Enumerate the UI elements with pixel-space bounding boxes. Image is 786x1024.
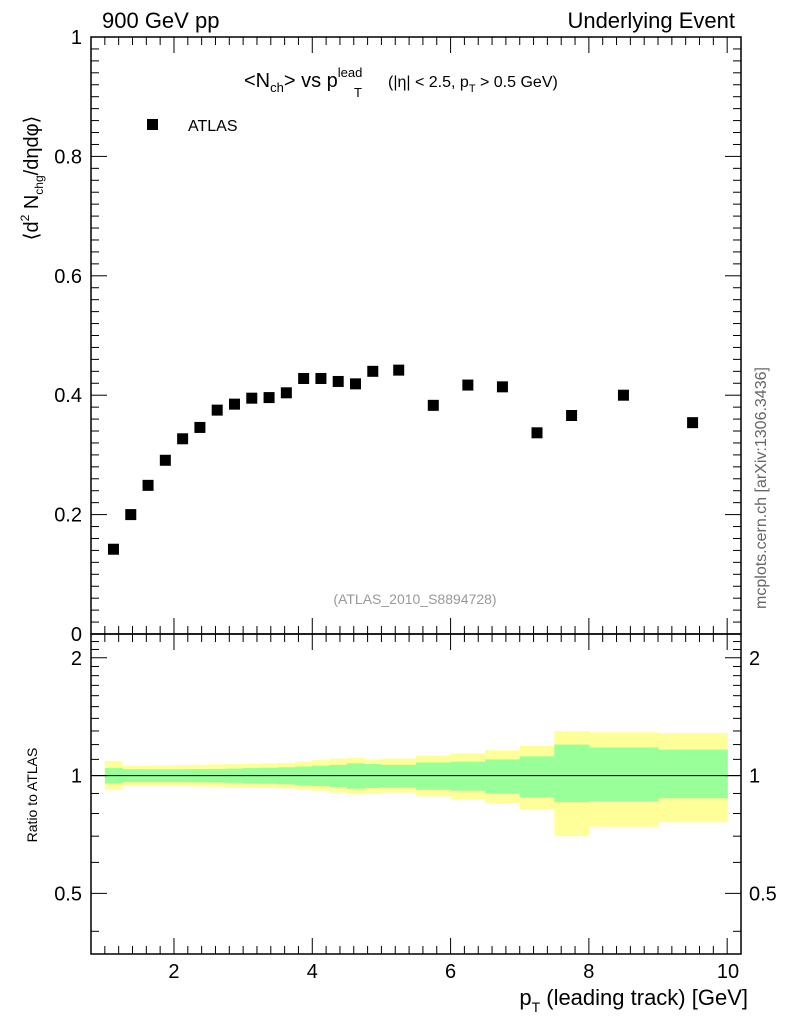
band-stat-bin bbox=[519, 756, 555, 798]
data-point bbox=[125, 509, 137, 521]
plot-title-mid: > vs p bbox=[284, 70, 338, 92]
ylabel-sub: chg bbox=[32, 175, 46, 194]
data-point bbox=[531, 427, 543, 439]
main-ytick-label: 0 bbox=[71, 624, 82, 646]
data-point bbox=[159, 454, 171, 466]
band-stat-bin bbox=[554, 744, 590, 803]
header-right: Underlying Event bbox=[567, 8, 735, 33]
xtick-label: 10 bbox=[717, 961, 739, 983]
data-point bbox=[263, 392, 275, 404]
xtick-label: 6 bbox=[445, 961, 456, 983]
main-ytick-label: 0.2 bbox=[54, 505, 82, 527]
legend-marker bbox=[147, 119, 158, 130]
main-points bbox=[107, 364, 699, 555]
data-point bbox=[142, 479, 154, 491]
data-point bbox=[427, 399, 439, 411]
band-stat-bin bbox=[485, 759, 521, 794]
tick-labels: 0 0.2 0.4 0.6 0.8 1 0.5 0.5 1 1 2 2 2 4 6 8 10 bbox=[54, 27, 777, 983]
data-point bbox=[687, 417, 699, 429]
main-ylabel: ⟨d2 Nchg/dηdφ⟩ bbox=[18, 116, 46, 241]
plot-title-cuts-a: (|η| < 2.5, p bbox=[388, 74, 469, 91]
analysis-watermark: (ATLAS_2010_S8894728) bbox=[333, 591, 496, 607]
data-point bbox=[194, 421, 206, 433]
data-point bbox=[246, 392, 258, 404]
ratio-ylabel: Ratio to ATLAS bbox=[24, 748, 40, 843]
ylabel-rest: /dηdφ⟩ bbox=[21, 116, 43, 176]
header-left: 900 GeV pp bbox=[102, 8, 219, 33]
ratio-ticks bbox=[91, 634, 741, 954]
data-point bbox=[228, 398, 240, 410]
ratio-ytick-label-right: 2 bbox=[749, 648, 760, 670]
data-point bbox=[393, 364, 405, 376]
xlabel-rest: (leading track) [GeV] bbox=[540, 985, 748, 1010]
data-point bbox=[566, 409, 578, 421]
band-stat-bin bbox=[588, 747, 659, 802]
xlabel-p: p bbox=[519, 985, 531, 1010]
main-ytick-label: 1 bbox=[71, 27, 82, 49]
legend-label: ATLAS bbox=[188, 118, 238, 135]
xtick-label: 4 bbox=[307, 961, 318, 983]
ylabel-open: ⟨d bbox=[21, 221, 43, 240]
band-stat-bin bbox=[658, 749, 728, 799]
main-ytick-label: 0.8 bbox=[54, 146, 82, 168]
data-point bbox=[298, 372, 310, 384]
data-point bbox=[349, 378, 361, 390]
data-point bbox=[177, 433, 189, 445]
plot-title-cuts-sub: T bbox=[469, 83, 476, 95]
ratio-plot-frame bbox=[90, 633, 742, 955]
data-point bbox=[332, 375, 344, 387]
plot-title-main-sub: ch bbox=[270, 80, 284, 95]
data-point bbox=[280, 387, 292, 399]
ratio-ytick-label-right: 0.5 bbox=[749, 883, 777, 905]
main-ytick-label: 0.6 bbox=[54, 266, 82, 288]
xlabel: pT (leading track) [GeV] bbox=[519, 985, 748, 1015]
side-label: mcplots.cern.ch [arXiv:1306.3436] bbox=[753, 367, 770, 609]
plot-title-mid-sup: lead bbox=[338, 65, 363, 80]
ratio-bands bbox=[91, 730, 741, 837]
ylabel-n: N bbox=[21, 195, 43, 215]
data-point bbox=[107, 543, 119, 555]
main-ytick-label: 0.4 bbox=[54, 385, 82, 407]
ratio-ytick-label-right: 1 bbox=[749, 766, 760, 788]
ylabel-sup: 2 bbox=[18, 214, 32, 221]
plot-title-cuts-b: > 0.5 GeV) bbox=[476, 74, 558, 91]
band-stat-bin bbox=[450, 761, 486, 791]
xtick-label: 8 bbox=[583, 961, 594, 983]
data-point bbox=[496, 381, 508, 393]
plot-title-mid-sub: T bbox=[354, 85, 362, 100]
ratio-ytick-label-left: 2 bbox=[71, 648, 82, 670]
xlabel-sub: T bbox=[532, 999, 541, 1015]
data-point bbox=[462, 379, 474, 391]
xtick-label: 2 bbox=[168, 961, 179, 983]
plot-title-main: <N bbox=[244, 70, 270, 92]
ratio-ytick-label-left: 0.5 bbox=[54, 883, 82, 905]
ratio-ytick-label-left: 1 bbox=[71, 766, 82, 788]
data-point bbox=[367, 365, 379, 377]
data-point bbox=[617, 389, 629, 401]
data-point bbox=[315, 372, 327, 384]
plot-title: <Nch> vs plead T(|η| < 2.5, pT > 0.5 GeV) bbox=[244, 65, 558, 100]
data-point bbox=[211, 404, 223, 416]
